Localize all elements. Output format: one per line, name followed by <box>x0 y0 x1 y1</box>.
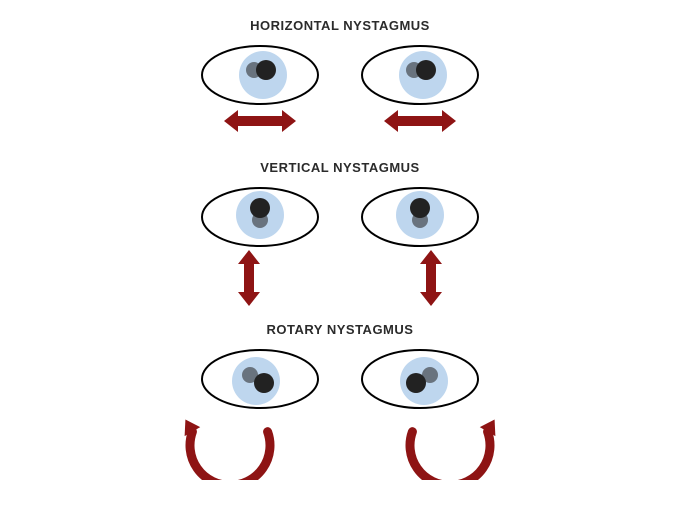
eye-horizontal-right <box>360 44 480 111</box>
title-rotary: ROTARY NYSTAGMUS <box>0 322 680 337</box>
eyes-rotary <box>0 348 680 415</box>
nystagmus-diagram: HORIZONTAL NYSTAGMUS VERTICAL NYSTAGMUS … <box>0 0 680 517</box>
double-arrow-vertical-icon <box>420 250 442 311</box>
rotary-arrow-cw-icon <box>395 410 505 485</box>
eye-rotary-right <box>360 348 480 415</box>
eye-vertical-left <box>200 186 320 253</box>
rotary-arrow-ccw-icon <box>175 410 285 485</box>
eyes-vertical <box>0 186 680 253</box>
double-arrow-horizontal-icon <box>384 110 456 137</box>
eyes-horizontal <box>0 44 680 111</box>
arrows-vertical <box>0 250 680 311</box>
title-horizontal: HORIZONTAL NYSTAGMUS <box>0 18 680 33</box>
arrows-horizontal <box>0 110 680 137</box>
eye-rotary-left <box>200 348 320 415</box>
double-arrow-vertical-icon <box>238 250 260 311</box>
eye-vertical-right <box>360 186 480 253</box>
arrows-rotary <box>0 410 680 485</box>
eye-horizontal-left <box>200 44 320 111</box>
title-vertical: VERTICAL NYSTAGMUS <box>0 160 680 175</box>
double-arrow-horizontal-icon <box>224 110 296 137</box>
